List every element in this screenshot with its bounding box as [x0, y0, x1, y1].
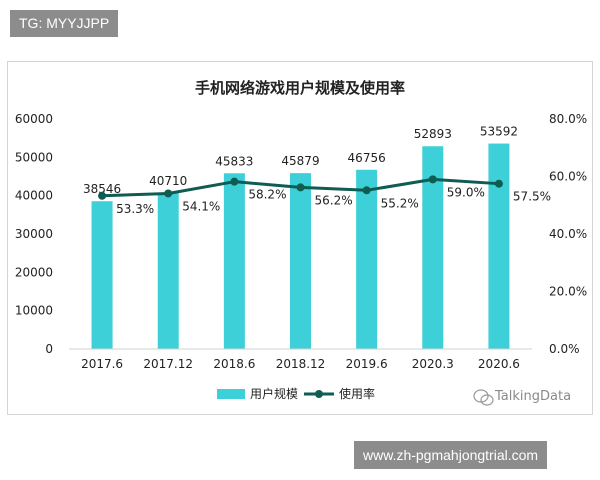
right-axis-ticks: 0.0% 20.0% 40.0% 60.0% 80.0%	[549, 112, 587, 356]
bar	[157, 192, 179, 349]
line-data-label: 58.2%	[248, 188, 286, 202]
left-axis-tick-label: 10000	[15, 304, 53, 318]
line-point	[362, 186, 371, 195]
chart-title: 手机网络游戏用户规模及使用率	[195, 79, 405, 97]
left-axis-tick-label: 60000	[15, 112, 53, 126]
footer-url-badge: www.zh-pgmahjongtrial.com	[354, 441, 548, 469]
top-tag-badge: TG: MYYJJPP	[10, 10, 119, 37]
x-axis-tick-label: 2018.12	[276, 357, 326, 371]
left-axis-tick-label: 40000	[15, 189, 53, 203]
x-axis-tick-label: 2019.6	[346, 357, 388, 371]
bar-data-label: 52893	[414, 127, 452, 141]
bar-data-label: 53592	[480, 125, 518, 139]
line-point	[230, 177, 239, 186]
left-axis-tick-label: 0	[45, 342, 53, 356]
left-axis-ticks: 0 10000 20000 30000 40000 50000 60000	[15, 112, 53, 356]
legend-swatch-marker	[315, 390, 323, 398]
right-axis-tick-label: 0.0%	[549, 342, 580, 356]
right-axis-tick-label: 20.0%	[549, 285, 587, 299]
bar-series	[91, 143, 510, 349]
line-data-labels: 53.3% 54.1% 58.2% 56.2% 55.2% 59.0% 57.5%	[116, 185, 551, 215]
bar-data-label: 40710	[149, 174, 187, 188]
watermark-text: TalkingData	[494, 389, 571, 404]
left-axis-tick-label: 30000	[15, 227, 53, 241]
bar	[290, 173, 311, 349]
right-axis-tick-label: 80.0%	[549, 112, 587, 126]
chart-panel: 手机网络游戏用户规模及使用率 0 10000 20000 30000 40000 5000…	[7, 61, 593, 415]
line-point	[98, 191, 107, 200]
x-axis-tick-label: 2017.12	[143, 357, 193, 371]
line-point	[494, 179, 503, 188]
bar	[488, 143, 510, 349]
line-series	[98, 175, 503, 200]
bar-data-label: 46756	[348, 151, 386, 165]
line-point	[164, 189, 173, 198]
left-axis-tick-label: 20000	[15, 265, 53, 279]
bar	[422, 146, 444, 349]
right-axis-tick-label: 40.0%	[549, 227, 587, 241]
legend-swatch-bar	[217, 389, 245, 399]
line-data-label: 55.2%	[381, 196, 419, 210]
line-data-label: 53.3%	[116, 202, 154, 216]
right-axis-tick-label: 60.0%	[549, 170, 587, 184]
combo-bar-line-chart: 手机网络游戏用户规模及使用率 0 10000 20000 30000 40000 5000…	[15, 79, 587, 406]
bar	[91, 201, 113, 349]
wechat-icon	[473, 389, 494, 406]
line-point	[296, 183, 305, 192]
line-data-label: 56.2%	[315, 193, 353, 207]
bar	[356, 169, 378, 349]
line-data-label: 59.0%	[447, 185, 485, 199]
x-axis-tick-label: 2018.6	[213, 357, 255, 371]
left-axis-tick-label: 50000	[15, 150, 53, 164]
bar-data-label: 38546	[83, 182, 121, 196]
line-data-label: 57.5%	[513, 190, 551, 204]
bar-data-labels: 38546 40710 45833 45879 46756 52893 53592	[83, 125, 518, 197]
watermark: TalkingData	[473, 389, 571, 406]
bar	[223, 173, 245, 349]
x-axis-tick-label: 2020.6	[478, 357, 520, 371]
bar-data-label: 45833	[215, 154, 253, 168]
line-point	[428, 175, 437, 184]
x-axis-tick-label: 2020.3	[412, 357, 454, 371]
x-axis-tick-label: 2017.6	[81, 357, 123, 371]
bar-data-label: 45879	[281, 154, 319, 168]
x-axis-ticks: 2017.6 2017.12 2018.6 2018.12 2019.6 2020.3 20…	[81, 357, 520, 371]
legend-label-bar: 用户规模	[250, 386, 298, 401]
line-data-label: 54.1%	[182, 199, 220, 213]
legend: 用户规模 使用率	[217, 386, 375, 401]
legend-label-line: 使用率	[339, 386, 375, 401]
